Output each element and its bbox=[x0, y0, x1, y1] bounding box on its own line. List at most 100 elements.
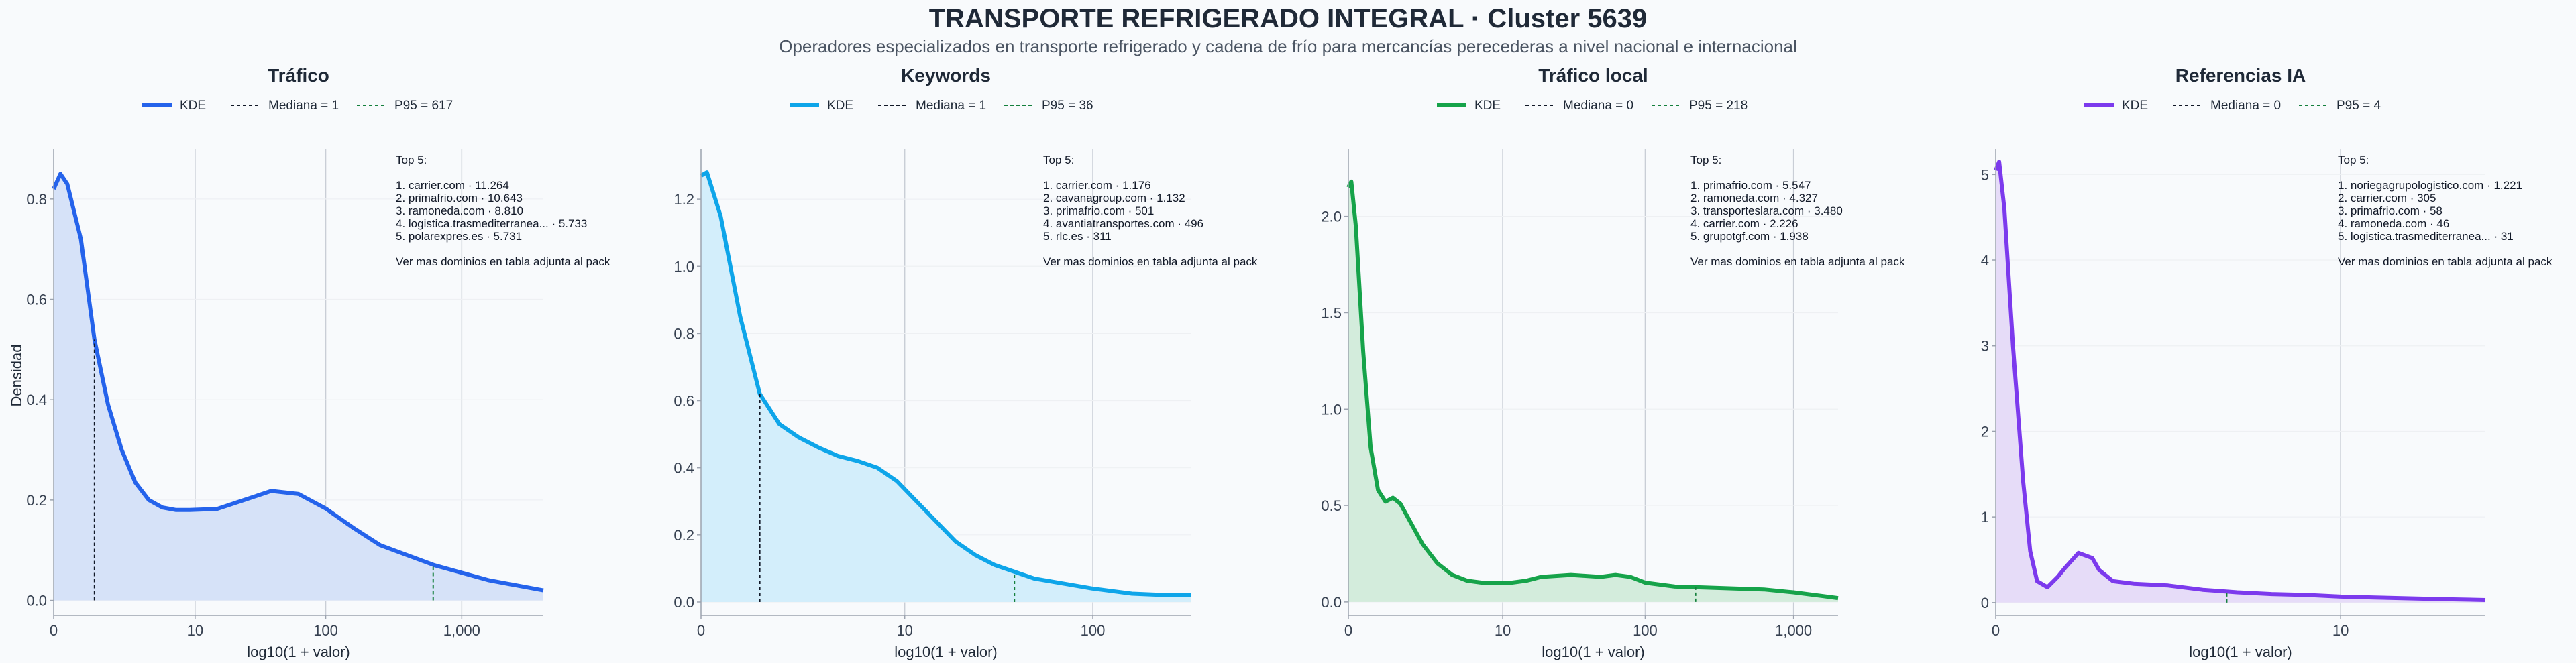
legend: KDE Mediana = 0 P95 = 218 bbox=[1437, 99, 1748, 113]
chart-panel-1: Tráfico KDE Mediana = 1 P95 = 617 0 10 100 1,00… bbox=[26, 65, 610, 660]
top5-item: 2. carrier.com · 305 bbox=[2338, 192, 2436, 204]
y-tick-label: 0.4 bbox=[674, 460, 694, 477]
legend: KDE Mediana = 0 P95 = 4 bbox=[2084, 99, 2381, 113]
y-tick-label: 0.0 bbox=[674, 594, 694, 611]
legend-kde-label: KDE bbox=[1474, 99, 1501, 113]
top5-footer: Ver mas dominios en tabla adjunta al pac… bbox=[2338, 255, 2553, 268]
x-tick-label: 1,000 bbox=[1775, 622, 1812, 639]
legend-kde-label: KDE bbox=[2122, 99, 2148, 113]
top5-item: 5. polarexpres.es · 5.731 bbox=[396, 230, 522, 243]
y-axis-label: Densidad bbox=[8, 345, 25, 407]
legend-p95-label: P95 = 36 bbox=[1042, 99, 1093, 113]
y-tick-label: 0.4 bbox=[26, 391, 47, 408]
y-tick-label: 0.0 bbox=[26, 593, 47, 609]
legend-median-label: Mediana = 0 bbox=[1563, 99, 1633, 113]
x-tick-label: 0 bbox=[50, 622, 58, 639]
x-tick-label: 100 bbox=[1633, 622, 1658, 639]
kde-area bbox=[701, 172, 1191, 603]
top5-item: 3. primafrio.com · 501 bbox=[1043, 204, 1154, 217]
legend-p95-label: P95 = 617 bbox=[394, 99, 453, 113]
legend: KDE Mediana = 1 P95 = 617 bbox=[142, 99, 453, 113]
top5-item: 1. carrier.com · 1.176 bbox=[1043, 179, 1151, 192]
x-tick-label: 1,000 bbox=[443, 622, 480, 639]
y-tick-label: 0.0 bbox=[1321, 594, 1342, 611]
top5-header: Top 5: bbox=[2338, 154, 2369, 166]
y-tick-label: 3 bbox=[1981, 338, 1989, 355]
top5-footer: Ver mas dominios en tabla adjunta al pac… bbox=[1043, 255, 1258, 268]
legend-median-label: Mediana = 0 bbox=[2210, 99, 2281, 113]
top5-item: 4. avantiatransportes.com · 496 bbox=[1043, 217, 1203, 230]
plot-area bbox=[1996, 149, 2485, 615]
x-tick-label: 100 bbox=[313, 622, 338, 639]
legend-p95-label: P95 = 218 bbox=[1689, 99, 1748, 113]
panel-title: Referencias IA bbox=[2176, 65, 2306, 86]
legend-p95-label: P95 = 4 bbox=[2337, 99, 2381, 113]
y-tick-label: 2.0 bbox=[1321, 208, 1342, 225]
kde-area bbox=[1348, 181, 1838, 602]
top5-header: Top 5: bbox=[396, 154, 427, 166]
y-tick-label: 0.2 bbox=[26, 492, 47, 509]
legend-median-label: Mediana = 1 bbox=[916, 99, 986, 113]
legend-kde-label: KDE bbox=[180, 99, 206, 113]
top5-item: 1. carrier.com · 11.264 bbox=[396, 179, 509, 192]
top5-item: 5. rlc.es · 311 bbox=[1043, 230, 1112, 243]
top5-item: 2. cavanagroup.com · 1.132 bbox=[1043, 192, 1185, 204]
y-tick-label: 0 bbox=[1981, 595, 1989, 611]
kde-line bbox=[1346, 179, 1839, 601]
top5-item: 2. ramoneda.com · 4.327 bbox=[1690, 192, 1818, 204]
x-tick-label: 10 bbox=[1495, 622, 1511, 639]
y-tick-label: 1.0 bbox=[1321, 401, 1342, 418]
plot-area bbox=[1348, 149, 1838, 615]
top5-item: 3. primafrio.com · 58 bbox=[2338, 204, 2443, 217]
y-tick-label: 0.5 bbox=[1321, 497, 1342, 514]
y-tick-label: 0.6 bbox=[674, 393, 694, 410]
y-tick-label: 5 bbox=[1981, 166, 1989, 183]
top5-header: Top 5: bbox=[1690, 154, 1721, 166]
top5-item: 1. primafrio.com · 5.547 bbox=[1690, 179, 1811, 192]
x-tick-label: 100 bbox=[1081, 622, 1106, 639]
kde-area bbox=[54, 174, 543, 601]
panel-title: Tráfico local bbox=[1538, 65, 1648, 86]
top5-item: 3. transporteslara.com · 3.480 bbox=[1690, 204, 1843, 217]
x-axis-label: log10(1 + valor) bbox=[2189, 644, 2292, 660]
x-axis-label: log10(1 + valor) bbox=[894, 644, 997, 660]
kde-line bbox=[700, 170, 1191, 597]
y-tick-label: 2 bbox=[1981, 423, 1989, 440]
x-axis-label: log10(1 + valor) bbox=[247, 644, 350, 660]
top5-item: 4. logistica.trasmediterranea... · 5.733 bbox=[396, 217, 587, 230]
legend: KDE Mediana = 1 P95 = 36 bbox=[790, 99, 1093, 113]
chart-panel-3: Tráfico local KDE Mediana = 0 P95 = 218 0 10 1… bbox=[1321, 65, 1905, 660]
y-tick-label: 0.2 bbox=[674, 527, 694, 544]
chart-panel-4: Referencias IA KDE Mediana = 0 P95 = 4 0 10 0 1… bbox=[1981, 65, 2553, 660]
x-tick-label: 10 bbox=[2332, 622, 2349, 639]
legend-median-label: Mediana = 1 bbox=[268, 99, 339, 113]
y-tick-label: 0.8 bbox=[674, 325, 694, 342]
panel-title: Keywords bbox=[901, 65, 991, 86]
x-tick-label: 10 bbox=[896, 622, 912, 639]
y-tick-label: 1.2 bbox=[674, 191, 694, 208]
x-tick-label: 0 bbox=[1992, 622, 2000, 639]
y-tick-label: 0.8 bbox=[26, 191, 47, 208]
top5-item: 5. grupotgf.com · 1.938 bbox=[1690, 230, 1809, 243]
top5-item: 4. carrier.com · 2.226 bbox=[1690, 217, 1799, 230]
x-tick-label: 0 bbox=[1344, 622, 1352, 639]
figure-title: TRANSPORTE REFRIGERADO INTEGRAL · Cluste… bbox=[928, 4, 1648, 34]
x-axis-label: log10(1 + valor) bbox=[1542, 644, 1644, 660]
top5-item: 4. ramoneda.com · 46 bbox=[2338, 217, 2449, 230]
y-tick-label: 1.5 bbox=[1321, 304, 1342, 321]
top5-footer: Ver mas dominios en tabla adjunta al pac… bbox=[1690, 255, 1905, 268]
top5-annotation: Top 5: 1. noriegagrupologistico.com · 1.2… bbox=[2338, 154, 2553, 268]
chart-panel-2: Keywords KDE Mediana = 1 P95 = 36 0 10 100 0.0 0… bbox=[674, 65, 1258, 660]
top5-item: 5. logistica.trasmediterranea... · 31 bbox=[2338, 230, 2514, 243]
top5-item: 2. primafrio.com · 10.643 bbox=[396, 192, 523, 204]
y-tick-label: 1.0 bbox=[674, 258, 694, 275]
top5-item: 3. ramoneda.com · 8.810 bbox=[396, 204, 523, 217]
panel-title: Tráfico bbox=[268, 65, 329, 86]
y-tick-label: 4 bbox=[1981, 252, 1989, 269]
top5-header: Top 5: bbox=[1043, 154, 1074, 166]
legend-kde-label: KDE bbox=[827, 99, 853, 113]
